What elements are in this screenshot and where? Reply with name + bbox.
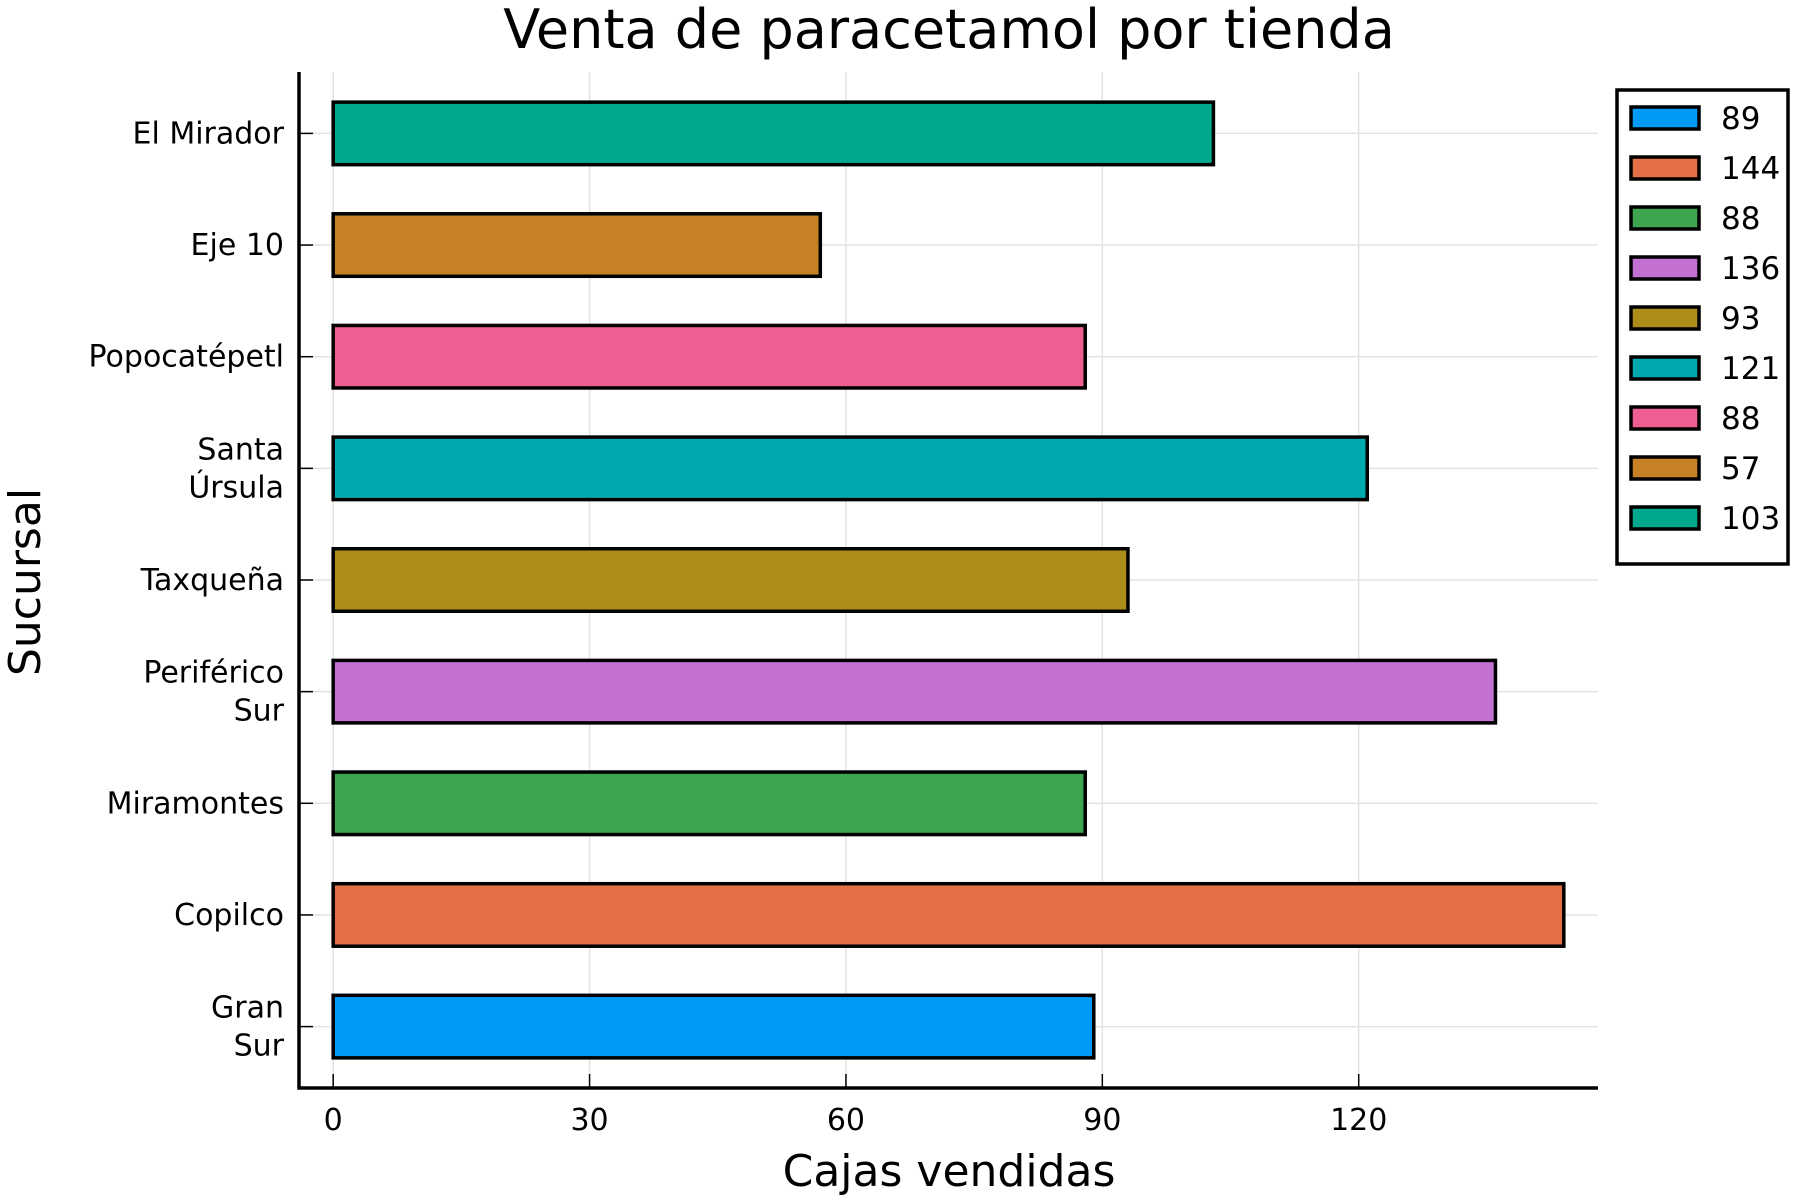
x-axis-ticks: 0 30 60 90 120 xyxy=(324,1074,1387,1138)
legend-label: 144 xyxy=(1721,151,1780,187)
x-tick-label: 90 xyxy=(1083,1103,1121,1138)
x-axis-label: Cajas vendidas xyxy=(783,1146,1116,1197)
legend-swatch xyxy=(1629,505,1701,531)
legend-label: 136 xyxy=(1721,251,1780,287)
bar xyxy=(331,100,1216,167)
x-tick-label: 30 xyxy=(570,1103,608,1138)
y-tick-label: Eje 10 xyxy=(191,228,284,263)
y-axis-label: Sucursal xyxy=(0,488,51,676)
bar xyxy=(331,212,823,279)
y-tick-label-line: Periférico xyxy=(143,656,284,691)
x-tick-label: 120 xyxy=(1330,1103,1387,1138)
y-tick-label: Popocatépetl xyxy=(89,340,284,375)
y-tick-label: Miramontes xyxy=(107,786,284,821)
legend-label: 88 xyxy=(1721,401,1760,437)
legend-swatch xyxy=(1629,305,1701,331)
legend-swatch xyxy=(1629,105,1701,131)
bar xyxy=(331,658,1498,725)
legend-swatch xyxy=(1629,405,1701,431)
y-tick-label: Gran Sur xyxy=(211,991,285,1064)
y-tick-label-line: Taxqueña xyxy=(140,563,284,598)
legend-label: 103 xyxy=(1721,501,1780,537)
y-tick-label: Periférico Sur xyxy=(143,656,284,729)
legend: 89 144 88 136 93 121 88 57 103 xyxy=(1615,88,1790,566)
y-tick-label: Santa Úrsula xyxy=(188,432,284,505)
y-tick-label: El Mirador xyxy=(133,116,285,151)
legend-label: 88 xyxy=(1721,201,1760,237)
bars xyxy=(331,100,1566,1060)
y-tick-label-line: El Mirador xyxy=(133,116,285,151)
y-tick-label: Copilco xyxy=(174,898,284,933)
legend-label: 121 xyxy=(1721,351,1780,387)
x-tick-label: 0 xyxy=(324,1103,343,1138)
y-tick-label-line: Popocatépetl xyxy=(89,340,284,375)
y-tick-label-line: Santa xyxy=(197,432,284,467)
bar xyxy=(331,435,1370,502)
legend-swatch xyxy=(1629,205,1701,231)
y-tick-label-line: Sur xyxy=(234,694,285,729)
legend-swatch xyxy=(1629,355,1701,381)
bar xyxy=(331,993,1096,1060)
y-tick-label-line: Úrsula xyxy=(188,468,284,505)
legend-label: 57 xyxy=(1721,451,1760,487)
legend-swatch xyxy=(1629,455,1701,481)
bar xyxy=(331,546,1130,614)
legend-swatch xyxy=(1629,155,1701,181)
y-tick-label-line: Eje 10 xyxy=(191,228,284,263)
y-tick-label-line: Gran xyxy=(211,991,284,1026)
y-tick-label-line: Copilco xyxy=(174,898,284,933)
bar xyxy=(331,881,1566,948)
y-tick-label-line: Sur xyxy=(234,1029,285,1064)
chart-title: Venta de paracetamol por tienda xyxy=(503,0,1395,61)
y-tick-label-line: Miramontes xyxy=(107,786,284,821)
x-tick-label: 60 xyxy=(827,1103,865,1138)
bar xyxy=(331,770,1087,837)
bar xyxy=(331,323,1087,390)
legend-label: 89 xyxy=(1721,101,1760,137)
y-tick-label: Taxqueña xyxy=(140,563,284,598)
legend-swatch xyxy=(1629,255,1701,281)
legend-label: 93 xyxy=(1721,301,1760,337)
